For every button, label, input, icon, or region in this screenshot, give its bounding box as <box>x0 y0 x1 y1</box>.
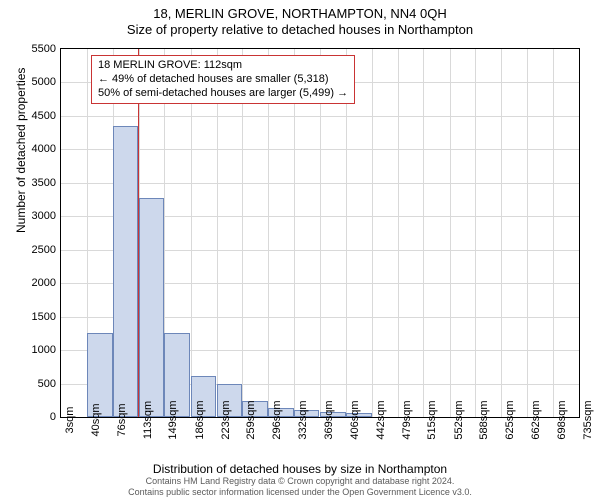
x-tick-label: 296sqm <box>271 400 283 439</box>
histogram-bar <box>139 198 165 417</box>
y-tick-label: 500 <box>16 378 56 390</box>
callout-line-2: ← 49% of detached houses are smaller (5,… <box>98 73 348 87</box>
x-tick-label: 588sqm <box>478 400 490 439</box>
x-tick-label: 406sqm <box>349 400 361 439</box>
reference-callout: 18 MERLIN GROVE: 112sqm ← 49% of detache… <box>91 55 355 104</box>
x-tick-label: 369sqm <box>323 400 335 439</box>
y-tick-label: 0 <box>16 411 56 423</box>
gridline-v <box>553 49 554 417</box>
histogram-bar <box>113 126 139 417</box>
x-tick-label: 40sqm <box>90 403 102 436</box>
y-tick-label: 3000 <box>16 210 56 222</box>
y-tick-label: 3500 <box>16 177 56 189</box>
y-tick-label: 5000 <box>16 76 56 88</box>
x-tick-label: 149sqm <box>167 400 179 439</box>
page-title: 18, MERLIN GROVE, NORTHAMPTON, NN4 0QH <box>0 6 600 21</box>
x-tick-label: 113sqm <box>142 401 154 439</box>
y-tick-label: 1000 <box>16 344 56 356</box>
page-subtitle: Size of property relative to detached ho… <box>0 22 600 37</box>
x-tick-label: 76sqm <box>116 403 128 436</box>
callout-line-1: 18 MERLIN GROVE: 112sqm <box>98 59 348 73</box>
x-tick-label: 698sqm <box>556 400 568 439</box>
gridline-v <box>423 49 424 417</box>
y-tick-label: 4500 <box>16 110 56 122</box>
plot-area: 18 MERLIN GROVE: 112sqm ← 49% of detache… <box>60 48 580 418</box>
gridline-v <box>501 49 502 417</box>
gridline-v <box>527 49 528 417</box>
gridline-v <box>475 49 476 417</box>
footer: Contains HM Land Registry data © Crown c… <box>0 476 600 498</box>
gridline-v <box>398 49 399 417</box>
callout-line-3: 50% of semi-detached houses are larger (… <box>98 87 348 101</box>
gridline-v <box>450 49 451 417</box>
x-axis-label: Distribution of detached houses by size … <box>0 462 600 476</box>
x-tick-label: 625sqm <box>504 400 516 439</box>
x-tick-label: 223sqm <box>220 400 232 439</box>
x-tick-label: 186sqm <box>194 400 206 439</box>
x-tick-label: 3sqm <box>64 407 76 434</box>
footer-line-2: Contains public sector information licen… <box>0 487 600 498</box>
chart-container: 18, MERLIN GROVE, NORTHAMPTON, NN4 0QH S… <box>0 0 600 500</box>
x-tick-label: 735sqm <box>582 400 594 439</box>
y-tick-label: 1500 <box>16 311 56 323</box>
x-tick-label: 259sqm <box>245 400 257 439</box>
x-tick-label: 479sqm <box>401 400 413 439</box>
x-tick-label: 552sqm <box>453 400 465 439</box>
x-tick-label: 662sqm <box>530 400 542 439</box>
gridline-v <box>372 49 373 417</box>
y-tick-label: 2000 <box>16 277 56 289</box>
x-tick-label: 515sqm <box>426 400 438 439</box>
y-tick-label: 5500 <box>16 43 56 55</box>
x-tick-label: 442sqm <box>375 400 387 439</box>
y-tick-label: 2500 <box>16 244 56 256</box>
y-tick-label: 4000 <box>16 143 56 155</box>
footer-line-1: Contains HM Land Registry data © Crown c… <box>0 476 600 487</box>
x-tick-label: 332sqm <box>297 400 309 439</box>
